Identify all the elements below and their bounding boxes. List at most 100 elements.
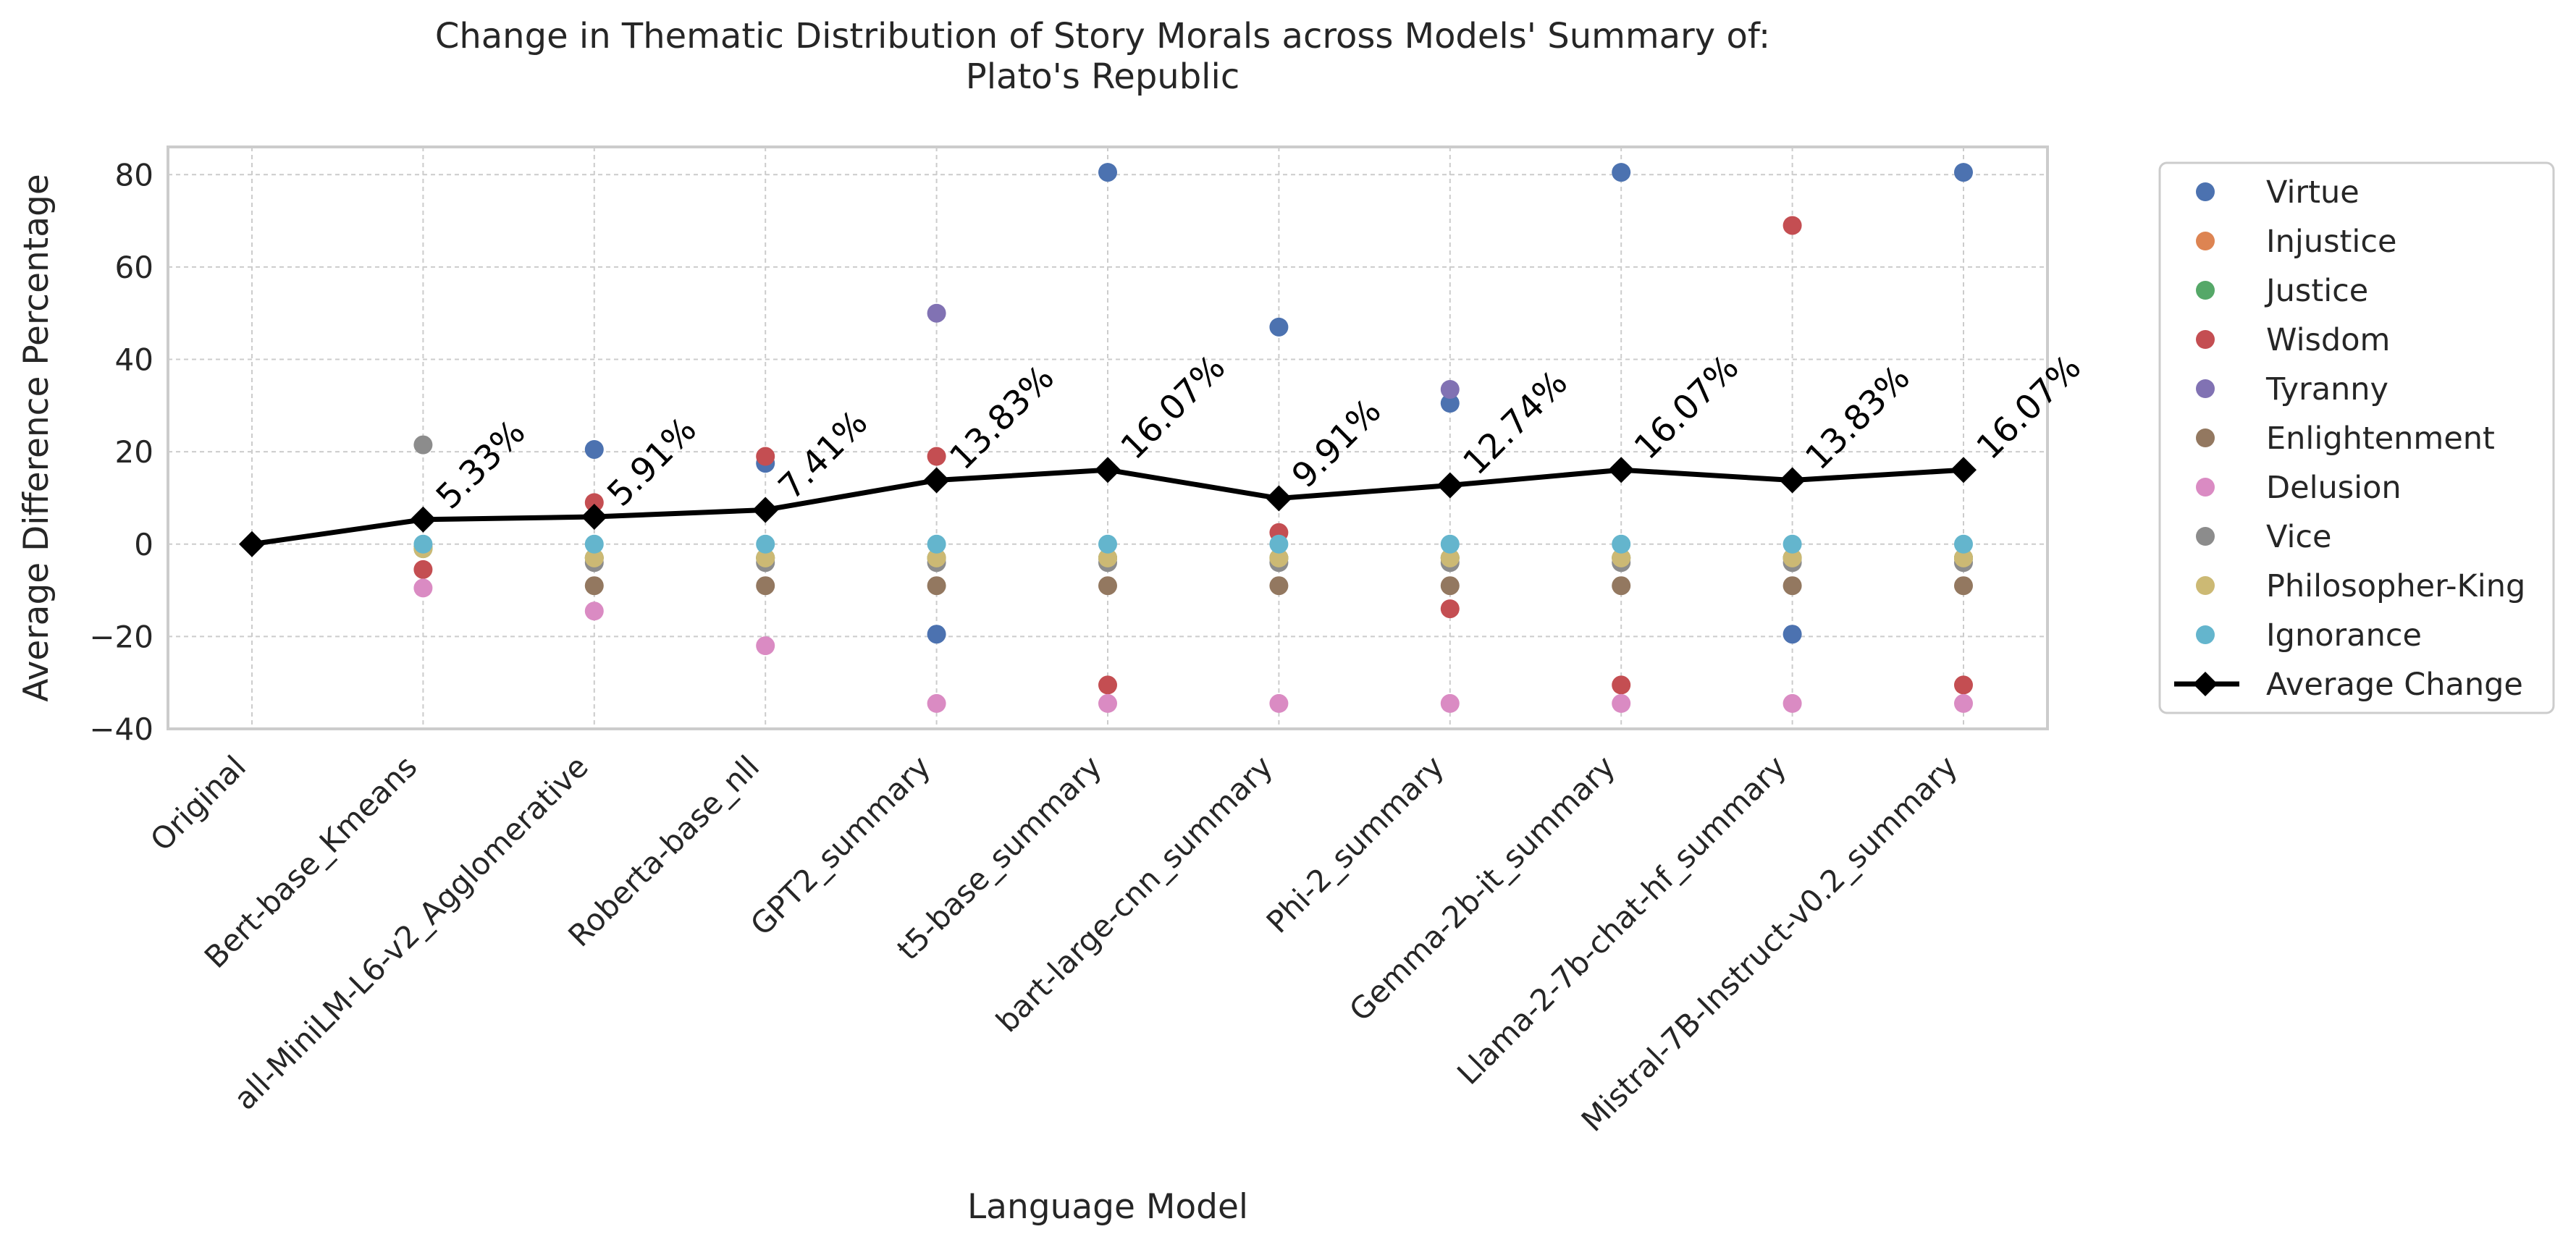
legend-marker-injustice: [2196, 232, 2215, 250]
point-philosopher-king: [1269, 548, 1289, 567]
legend-label: Virtue: [2266, 174, 2360, 211]
legend-marker-delusion: [2196, 478, 2215, 497]
y-tick-label: 80: [115, 157, 153, 193]
average-change-marker: [581, 504, 607, 531]
point-wisdom: [927, 447, 946, 466]
point-delusion: [1782, 693, 1802, 713]
average-change-marker: [410, 506, 437, 533]
point-philosopher-king: [756, 548, 775, 567]
average-percent-label: 13.83%: [942, 358, 1062, 478]
point-ignorance: [1612, 534, 1631, 554]
average-percent-label: 16.07%: [1627, 347, 1747, 468]
grid-lines: [168, 147, 2047, 730]
point-wisdom: [1612, 675, 1631, 695]
point-virtue: [584, 439, 604, 459]
x-axis-label: Language Model: [967, 1187, 1248, 1227]
point-philosopher-king: [1782, 548, 1802, 567]
point-delusion: [756, 636, 775, 656]
point-ignorance: [584, 534, 604, 554]
point-enlightenment: [1612, 576, 1631, 596]
x-tick-label: Llama-2-7b-chat-hf_summary: [1450, 748, 1793, 1091]
x-tick-label: Phi-2_summary: [1260, 748, 1451, 939]
legend-label: Ignorance: [2266, 617, 2422, 654]
average-percent-label: 5.33%: [429, 413, 533, 517]
point-virtue: [1440, 394, 1460, 413]
y-axis-label: Average Difference Percentage: [17, 174, 56, 702]
point-ignorance: [1782, 534, 1802, 554]
point-tyranny: [1440, 380, 1460, 399]
x-tick-label: Roberta-base_nll: [561, 748, 766, 953]
y-tick-label: 40: [115, 342, 153, 378]
point-virtue: [1612, 163, 1631, 182]
point-philosopher-king: [1612, 548, 1631, 567]
point-enlightenment: [584, 576, 604, 596]
point-ignorance: [413, 534, 433, 554]
average-percent-labels: 5.33% 5.91% 7.41% 13.83% 16.07% 9.91% 12.74% 16…: [429, 347, 2089, 517]
point-delusion: [1269, 693, 1289, 713]
point-ignorance: [756, 534, 775, 554]
legend-label: Vice: [2266, 519, 2332, 555]
legend-label: Wisdom: [2266, 322, 2390, 358]
legend-label: Enlightenment: [2266, 421, 2495, 457]
point-wisdom: [1098, 675, 1117, 695]
point-virtue: [1269, 317, 1289, 337]
x-axis-ticks: OriginalBert-base_Kmeansall-MiniLM-L6-v2…: [143, 748, 1964, 1138]
point-delusion: [927, 693, 946, 713]
legend-label: Tyranny: [2265, 371, 2388, 407]
legend-marker-enlightenment: [2196, 428, 2215, 447]
point-philosopher-king: [927, 548, 946, 567]
point-enlightenment: [927, 576, 946, 596]
point-wisdom: [756, 447, 775, 466]
scatter-points: [413, 163, 1973, 713]
average-change-marker: [1436, 472, 1463, 499]
legend-box: [2158, 161, 2555, 714]
average-change-marker: [1779, 467, 1806, 494]
chart-title-line: Change in Thematic Distribution of Story…: [435, 16, 1770, 56]
point-ignorance: [1269, 534, 1289, 554]
average-percent-label: 16.07%: [1114, 347, 1234, 468]
average-percent-label: 9.91%: [1284, 392, 1389, 496]
x-tick-label: Mistral-7B-Instruct-v0.2_summary: [1575, 748, 1964, 1138]
point-delusion: [584, 601, 604, 621]
average-percent-label: 13.83%: [1798, 358, 1918, 478]
chart-title: Change in Thematic Distribution of Story…: [435, 16, 1770, 97]
legend-marker-ignorance: [2196, 625, 2215, 644]
x-tick-label: GPT2_summary: [744, 748, 938, 942]
point-wisdom: [1782, 216, 1802, 235]
point-virtue: [1782, 625, 1802, 644]
average-change-marker: [1266, 485, 1292, 512]
legend-marker-wisdom: [2196, 330, 2215, 349]
point-wisdom: [1440, 599, 1460, 619]
y-tick-label: −20: [89, 619, 153, 654]
y-tick-label: 60: [115, 250, 153, 285]
point-wisdom: [413, 559, 433, 579]
point-tyranny: [927, 303, 946, 323]
average-change-marker: [923, 467, 950, 494]
point-delusion: [1098, 693, 1117, 713]
y-tick-label: 0: [134, 527, 153, 562]
chart-title-line: Plato's Republic: [966, 56, 1240, 97]
legend-marker-philosopher-king: [2196, 576, 2215, 595]
plot-frame: [167, 145, 2049, 730]
legend-marker-vice: [2196, 527, 2215, 546]
point-delusion: [1440, 693, 1460, 713]
point-ignorance: [1954, 534, 1973, 554]
point-ignorance: [1440, 534, 1460, 554]
legend-marker-average: [2193, 672, 2218, 696]
point-wisdom: [1954, 675, 1973, 695]
point-philosopher-king: [584, 548, 604, 567]
point-enlightenment: [756, 576, 775, 596]
average-percent-label: 12.74%: [1455, 363, 1575, 483]
point-delusion: [413, 578, 433, 598]
average-change-line: [239, 457, 1977, 557]
legend-marker-justice: [2196, 281, 2215, 300]
x-tick-label: Original: [143, 748, 253, 858]
point-enlightenment: [1269, 576, 1289, 596]
point-delusion: [1954, 693, 1973, 713]
average-percent-label: 16.07%: [1969, 347, 2089, 468]
x-tick-label: bart-large-cnn_summary: [989, 748, 1279, 1039]
point-enlightenment: [1954, 576, 1973, 596]
legend: Virtue Injustice Justice Wisdom Tyranny Enlig…: [2158, 161, 2555, 714]
average-change-marker: [239, 531, 265, 557]
